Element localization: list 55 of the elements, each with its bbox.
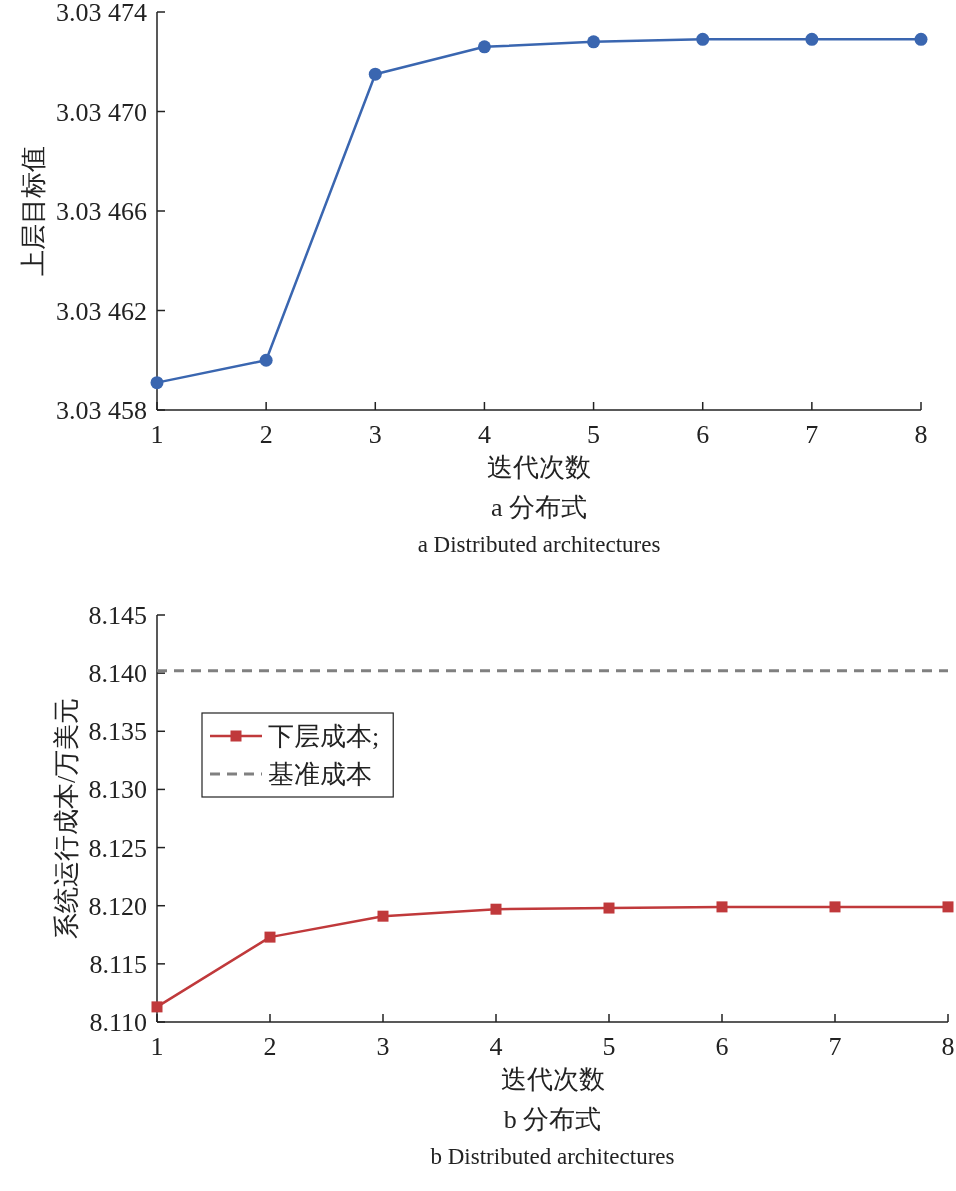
point [150,376,164,390]
point [942,901,954,913]
y-tick-label: 3.03 466 [56,197,147,226]
y-tick-label: 3.03 474 [56,0,147,27]
point [368,67,382,81]
x-axis-title: 迭代次数 [500,1065,605,1094]
text: b 分布式 [503,1105,602,1134]
y-tick-label: 8.120 [88,891,147,921]
x-tick-label: 6 [715,1032,729,1061]
y-tick-label: 8.135 [88,717,147,747]
x-tick-label: 7 [805,420,819,449]
text: a 分布式 [490,493,588,522]
text: a Distributed architectures [417,532,661,557]
y-tick-label: 3.03 470 [56,97,147,127]
x-tick-label: 8 [914,420,928,449]
x-tick-label: 7 [828,1032,842,1061]
y-axis-title: 上层目标值 [19,146,48,276]
text: b Distributed architectures [430,1144,675,1169]
point [377,910,389,922]
x-tick-label: 3 [376,1032,390,1061]
legend-label: 下层成本; [268,722,380,751]
y-tick-label: 3.03 458 [56,396,147,425]
x-axis-title: 迭代次数 [487,453,591,482]
point [477,40,491,54]
x-tick-label: 8 [941,1032,955,1061]
point [914,32,928,46]
point [603,902,615,914]
x-tick-label: 1 [150,420,164,449]
y-tick-label: 8.140 [88,659,147,689]
point [716,901,728,913]
point [829,901,841,913]
y-tick-label: 8.130 [88,775,147,805]
y-tick-label: 3.03 462 [56,296,147,326]
x-tick-label: 2 [263,1032,277,1061]
x-tick-label: 3 [368,420,382,449]
y-tick-label: 8.145 [88,601,147,630]
x-tick-label: 4 [489,1032,503,1061]
x-tick-label: 2 [259,420,273,449]
point [264,931,276,943]
point [587,35,601,49]
x-tick-label: 6 [696,420,710,449]
x-tick-label: 5 [587,420,601,449]
point [805,32,819,46]
legend-label: 基准成本 [268,760,372,789]
x-tick-label: 4 [477,420,491,449]
y-tick-label: 8.125 [88,833,147,863]
x-tick-label: 5 [602,1032,616,1061]
point [490,903,502,915]
point [259,353,273,367]
point [696,32,710,46]
y-tick-label: 8.115 [89,949,147,979]
x-tick-label: 1 [150,1032,164,1061]
y-tick-label: 8.110 [89,1008,147,1037]
y-axis-title: 系统运行成本/万美元 [51,697,81,940]
point [151,1001,163,1013]
